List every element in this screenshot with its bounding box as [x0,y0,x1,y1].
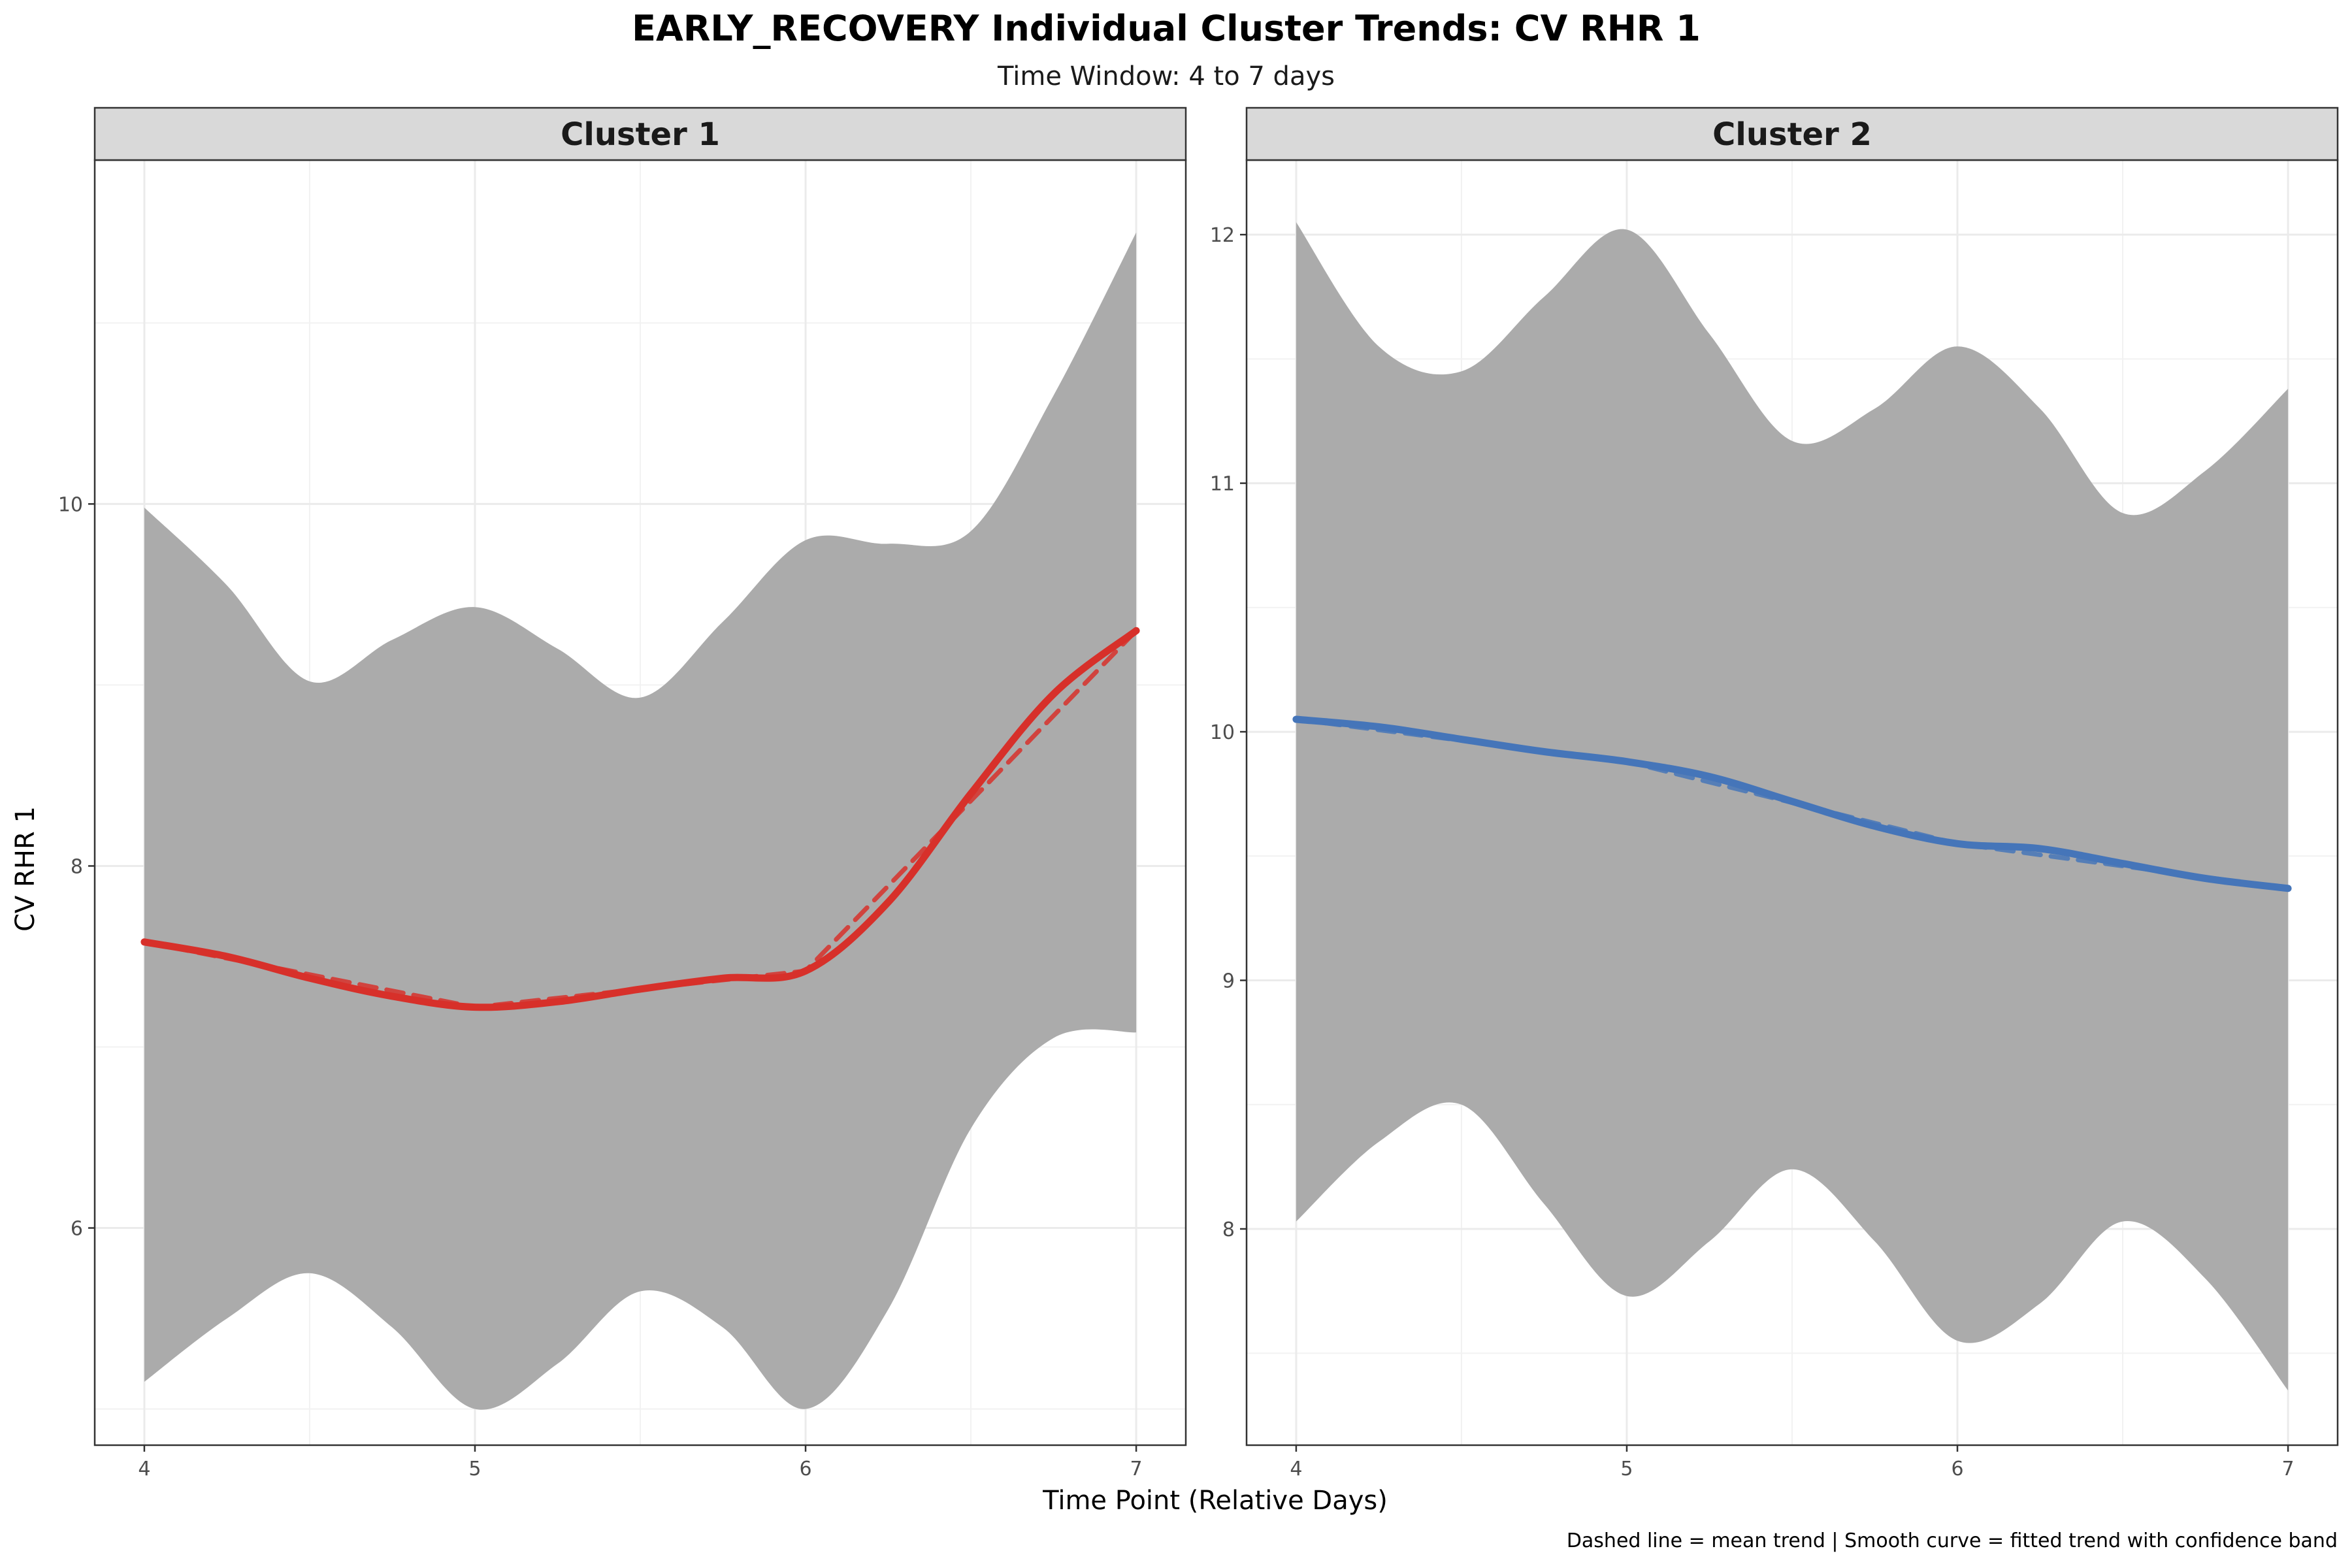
x-tick-label: 6 [1951,1458,1963,1480]
chart-title: EARLY_RECOVERY Individual Cluster Trends… [632,8,1701,49]
x-tick-label: 5 [468,1458,481,1480]
confidence-band [144,232,1137,1410]
x-tick-label: 6 [799,1458,811,1480]
y-tick-label: 8 [71,855,83,878]
y-tick-label: 6 [71,1218,83,1241]
fitted-trend-line [140,627,1140,1011]
panel-cluster-1: Cluster 1 4 5 6 7 6 8 10 [58,106,1187,1480]
y-tick-label: 9 [1222,970,1235,993]
x-tick-label: 5 [1620,1458,1633,1480]
confidence-band [1296,222,2289,1391]
chart-subtitle: Time Window: 4 to 7 days [997,61,1335,91]
y-axis-title: CV RHR 1 [10,806,41,932]
x-tick-label: 7 [1130,1458,1143,1480]
chart-caption: Dashed line = mean trend | Smooth curve … [1567,1529,2338,1552]
y-tick-label: 10 [1210,721,1235,744]
y-tick-label: 12 [1210,224,1235,247]
panel-strip-label: Cluster 2 [1712,116,1872,153]
panels: Cluster 1 4 5 6 7 6 8 10 Cluster 2 4 5 6 7 8 9 10 11 12 [58,106,2339,1480]
panel-strip [1245,106,2339,161]
panel-cluster-2: Cluster 2 4 5 6 7 8 9 10 11 12 [1210,106,2339,1480]
y-tick-label: 11 [1210,473,1235,496]
x-tick-label: 7 [2282,1458,2295,1480]
panel-strip-label: Cluster 1 [561,116,720,153]
x-axis-title: Time Point (Relative Days) [1042,1486,1388,1516]
x-tick-label: 4 [138,1458,150,1480]
fitted-trend-line [1292,715,2292,892]
x-tick-label: 4 [1290,1458,1302,1480]
y-tick-label: 8 [1222,1218,1235,1241]
panel-strip [93,106,1187,161]
y-tick-label: 10 [58,493,83,516]
